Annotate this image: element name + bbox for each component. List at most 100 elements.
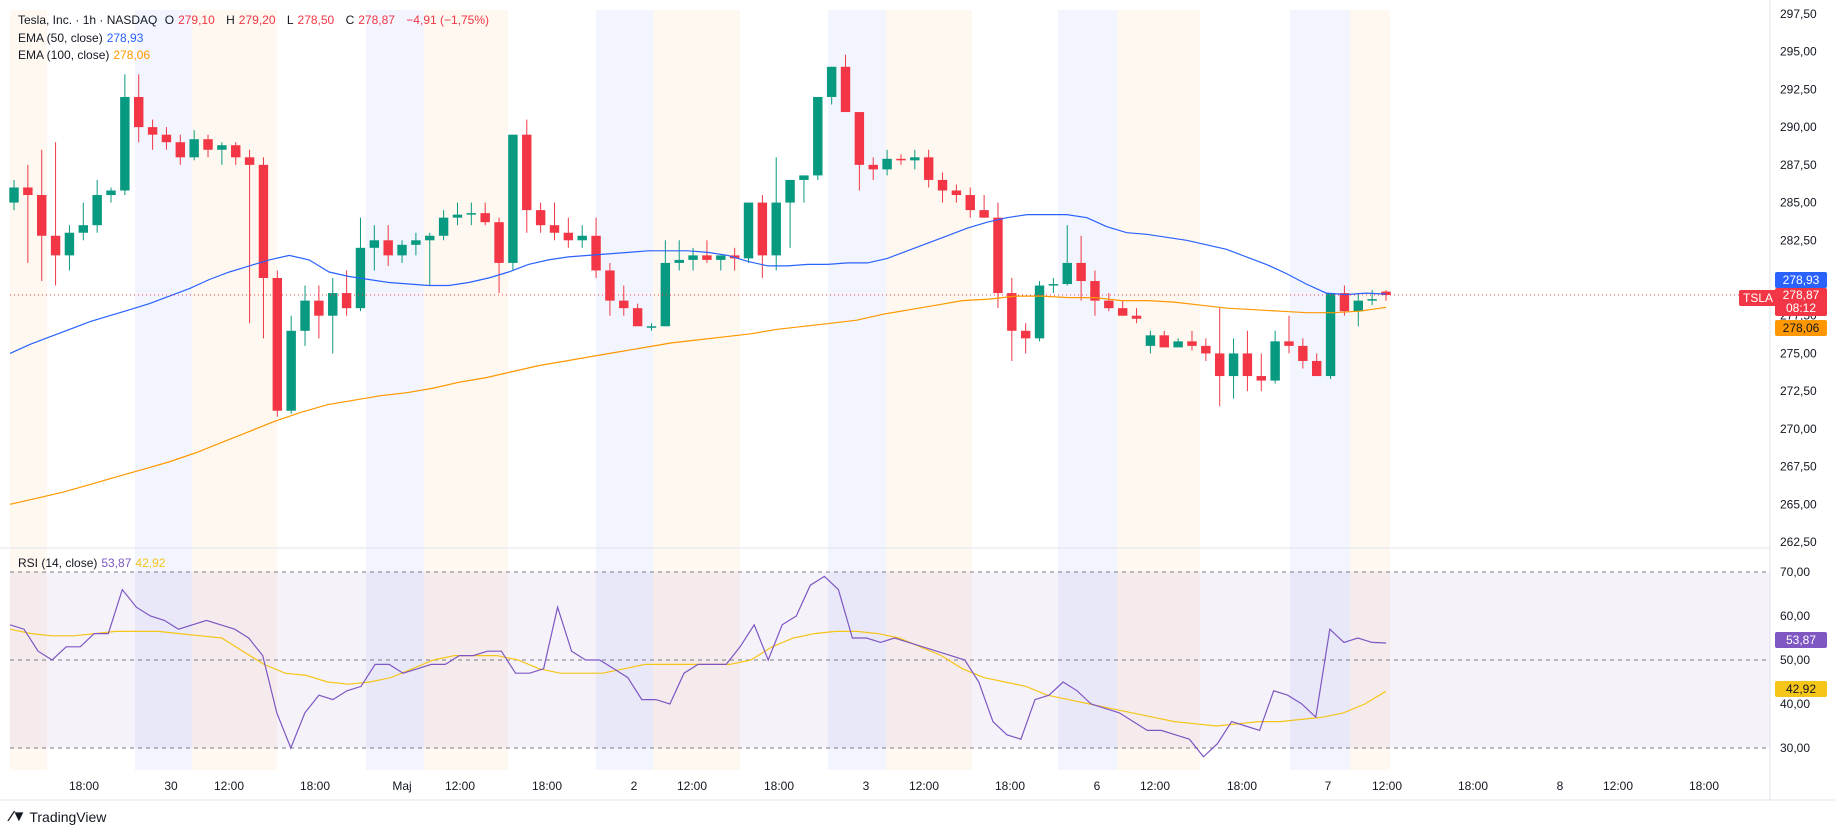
price-tick-label: 290,00 [1780,120,1817,134]
time-tick-label: 12:00 [445,779,475,793]
rsi-legend[interactable]: RSI (14, close) 53,87 42,92 [18,555,169,572]
rsi-tick-label: 40,00 [1780,697,1810,711]
candle-body [272,278,283,411]
candle-body [632,308,643,327]
candle-body [147,127,158,135]
last-price-value: 278,87 [1782,288,1820,302]
time-tick-label: 18:00 [300,779,330,793]
price-tick-label: 270,00 [1780,422,1817,436]
candle-body [328,293,338,316]
candle-body [1353,300,1363,312]
time-tick-label: 18:00 [764,779,794,793]
change-value: −4,91 (−1,75%) [406,13,490,27]
brand-label: TradingView [29,808,107,825]
time-tick-label: 18:00 [1689,779,1719,793]
candle-body [1131,315,1142,319]
ema50-label: EMA (50, close) [18,31,103,45]
candle-body [494,222,504,263]
candle-body [923,157,934,180]
price-tick-label: 285,00 [1780,196,1817,210]
candle-body [1339,293,1350,312]
ema100-legend[interactable]: EMA (100, close) 278,06 [18,47,154,64]
candle-body [1104,300,1114,309]
candle-body [660,262,671,327]
candle-body [716,255,726,260]
session-band [1117,10,1200,770]
price-tick-label: 272,50 [1780,384,1817,398]
time-tick-label: 18:00 [532,779,562,793]
candle-body [771,202,781,256]
candle-body [1187,341,1197,346]
candle-body [425,235,435,241]
tradingview-logo[interactable]: ⁄▼ TradingView [10,808,106,825]
candle-body [1242,353,1253,377]
candle-body [369,240,380,248]
time-tick-label: 12:00 [214,779,244,793]
close-value: 278,87 [358,13,395,27]
close-label: C [345,13,355,27]
time-tick-label: 12:00 [1372,779,1402,793]
candle-body [106,190,116,196]
candle-body [50,235,61,256]
time-tick-label: 8 [1557,779,1564,793]
candle-body [577,235,587,241]
time-tick-label: 18:00 [69,779,99,793]
candle-body [508,134,518,263]
rsi-label: RSI (14, close) [18,556,98,570]
rsi-line [9,575,1387,758]
price-tick-label: 275,00 [1780,346,1817,360]
time-tick-label: 18:00 [995,779,1025,793]
price-tick-label: 292,50 [1780,82,1817,96]
candle-body [1034,285,1045,339]
candle-body [175,142,186,158]
candle-body [896,158,906,161]
candle-body [1228,353,1239,377]
time-tick-label: 12:00 [1140,779,1170,793]
candle-body [480,213,490,223]
candle-body [1201,345,1211,354]
candle-body [993,217,1003,294]
session-band [653,10,740,770]
price-tick-label: 295,00 [1780,45,1817,59]
candle-body [120,96,130,191]
candle-body [37,195,47,236]
time-tick-label: 18:00 [1458,779,1488,793]
open-label: O [164,13,175,27]
candle-body [23,187,33,196]
candle-body [702,255,712,260]
candle-body [965,195,975,211]
candle-body [286,330,296,411]
candle-body [1145,335,1156,346]
candle-body [78,225,89,233]
open-value: 279,10 [178,13,215,27]
ema100-price-tag: 278,06 [1775,320,1827,336]
ema50-line [9,214,1387,354]
candle-body [840,66,851,113]
candle-body [1284,341,1294,346]
candle-body [1020,330,1031,339]
candle-body [92,195,102,226]
candle-body [1256,376,1266,381]
candle-body [466,213,477,215]
candle-body [813,96,823,176]
symbol-legend: Tesla, Inc. · 1h · NASDAQ O 279,10 H 279,2… [18,12,493,29]
ema100-value: 278,06 [113,48,151,62]
candle-body [937,179,948,191]
candle-body [688,255,698,260]
candle-body [314,300,324,316]
candle-body [854,112,865,165]
price-tick-label: 265,00 [1780,497,1817,511]
candle-body [438,217,449,236]
candle-body [757,202,768,256]
symbol-tag: TSLA [1739,290,1778,306]
candle-body [563,232,574,241]
candle-body [1062,262,1072,285]
candle-body [522,134,532,211]
ema50-legend[interactable]: EMA (50, close) 278,93 [18,30,147,47]
last-price-tag: 278,87 08:12 [1775,288,1827,316]
session-band [10,10,47,770]
candle-body [300,300,310,331]
candle-body [1048,284,1059,286]
candle-body [1311,360,1322,377]
